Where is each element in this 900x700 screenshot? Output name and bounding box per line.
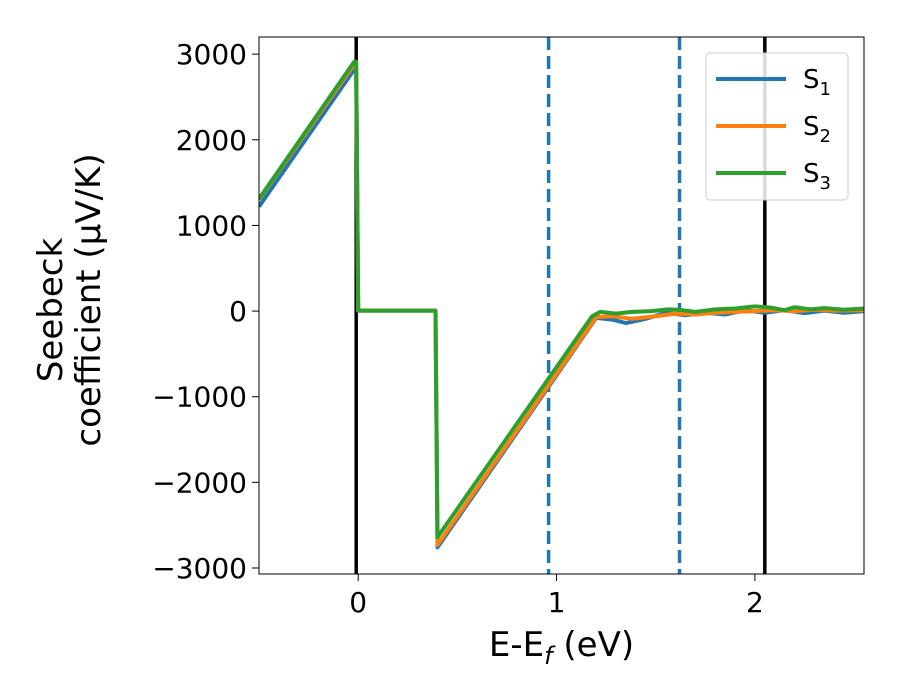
legend-label-s1: S1 xyxy=(803,65,831,100)
y-tick-label: 2000 xyxy=(176,124,247,157)
y-tick-label: −2000 xyxy=(152,466,247,499)
x-tick-label: 1 xyxy=(548,586,566,619)
y-tick-label: 3000 xyxy=(176,38,247,71)
reference-lines xyxy=(354,37,767,574)
y-axis-title: Seebeck coefficient (μV/K) xyxy=(31,153,109,446)
y-axis-title-line-2: coefficient (μV/K) xyxy=(69,153,109,446)
x-tick-label: 2 xyxy=(746,586,764,619)
y-axis: −3000 −2000 −1000 0 1000 2000 3000 xyxy=(152,38,259,585)
series-line-s3 xyxy=(259,59,864,540)
legend: S1 S2 S3 xyxy=(705,52,849,201)
x-axis-title-tail: (eV) xyxy=(553,625,635,665)
x-axis: 0 1 2 xyxy=(349,574,764,619)
x-axis-title-main: E-E xyxy=(489,625,544,665)
legend-label-s2: S2 xyxy=(803,112,831,147)
y-tick-label: −3000 xyxy=(152,552,247,585)
y-tick-label: 1000 xyxy=(176,209,247,242)
y-axis-title-line-1: Seebeck xyxy=(31,238,71,383)
x-tick-label: 0 xyxy=(349,586,367,619)
legend-label-s3: S3 xyxy=(803,159,831,194)
series-lines xyxy=(259,59,864,550)
y-tick-label: 0 xyxy=(229,295,247,328)
y-tick-label: −1000 xyxy=(152,381,247,414)
plot-frame xyxy=(258,36,865,575)
x-axis-title: E-Ef (eV) xyxy=(489,625,634,670)
